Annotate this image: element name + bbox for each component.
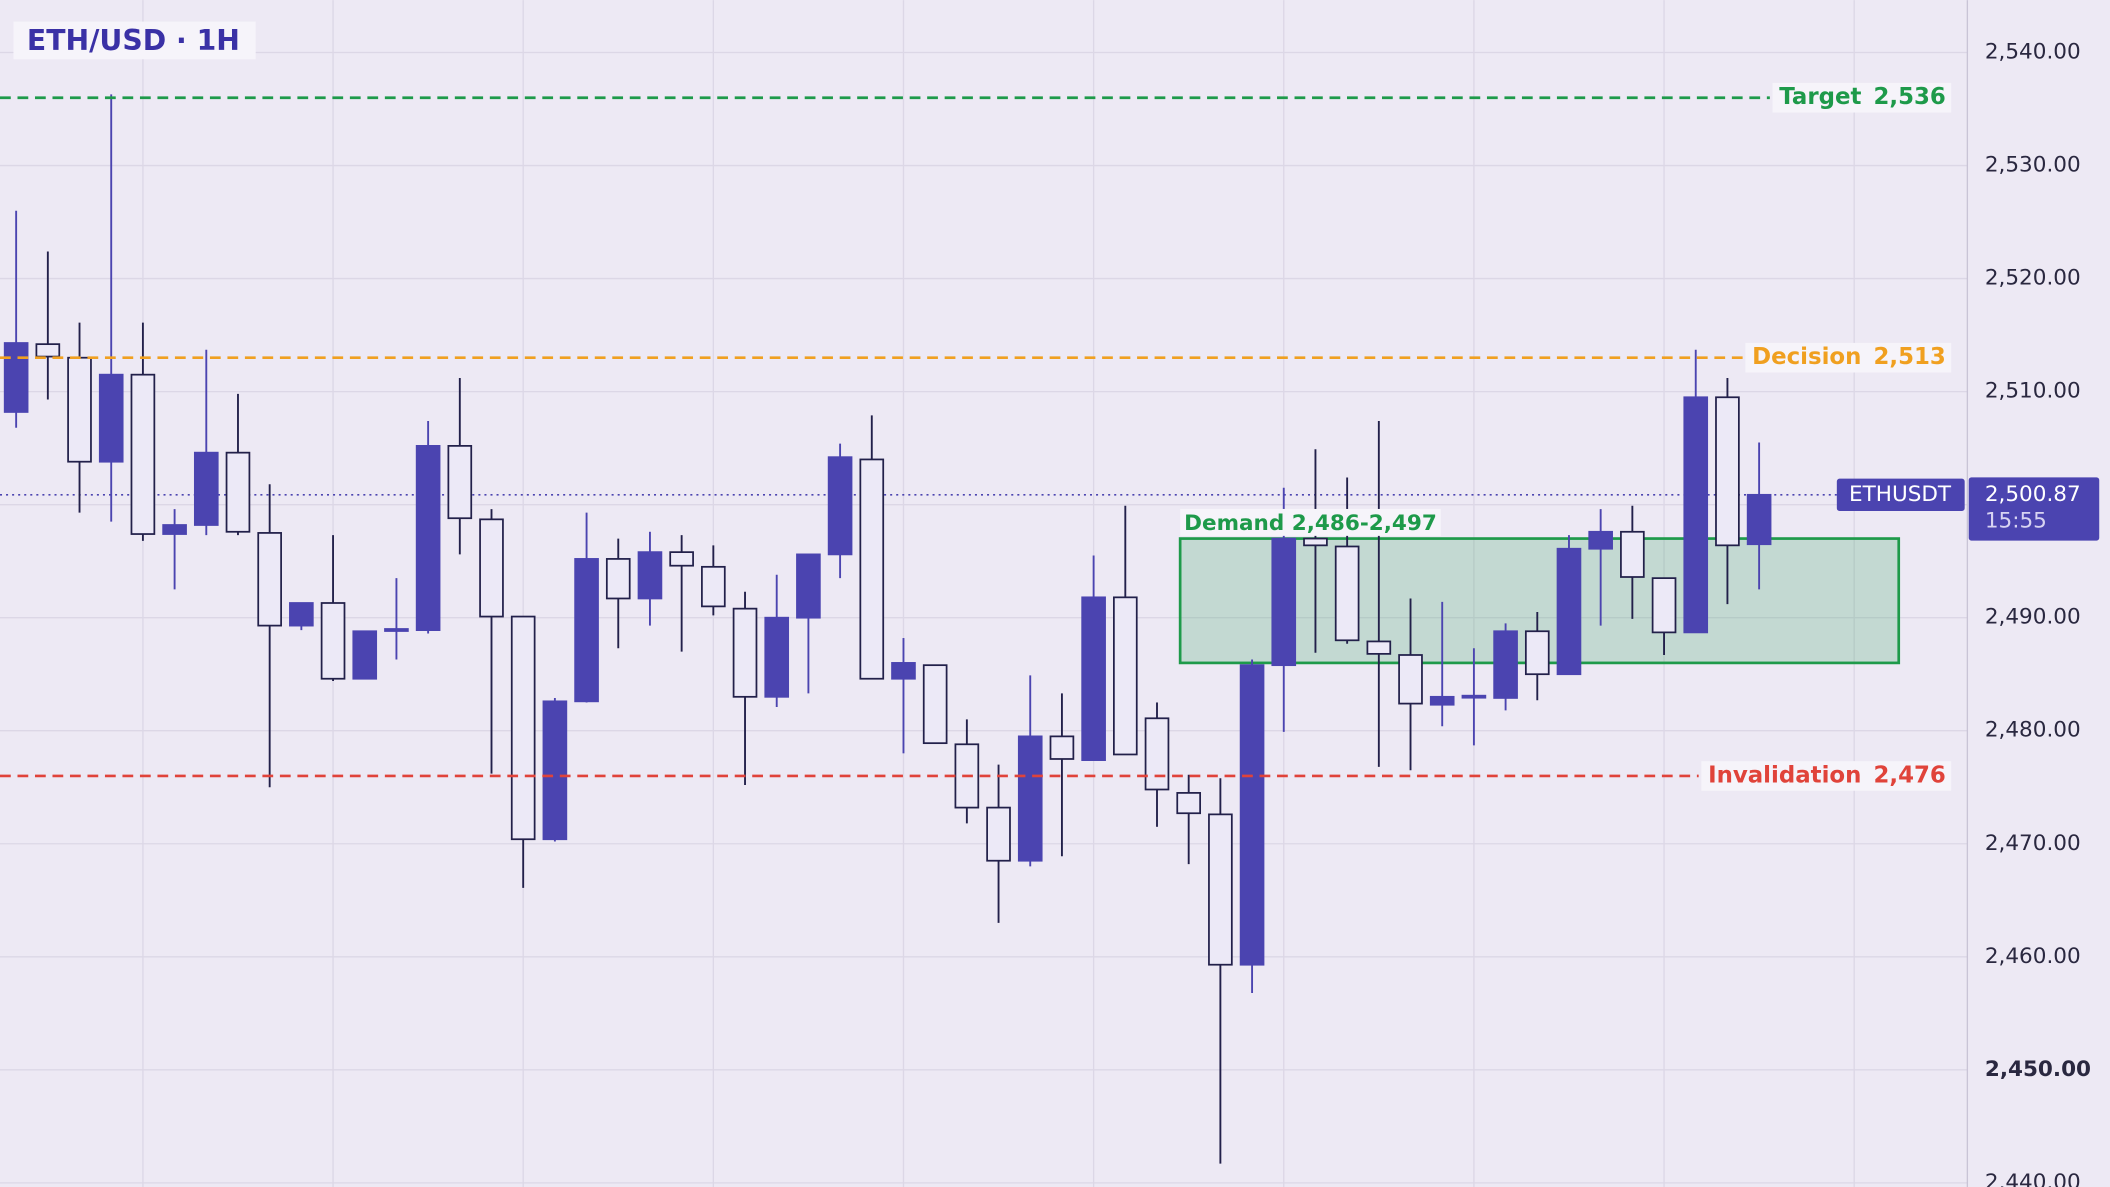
candle-body bbox=[1176, 792, 1202, 815]
candle-body bbox=[415, 445, 441, 631]
candle-body bbox=[1746, 493, 1772, 546]
candle-body bbox=[1429, 695, 1455, 706]
y-tick-label: 2,490.00 bbox=[1985, 605, 2081, 630]
time-label: 15:55 bbox=[1985, 509, 2047, 534]
candle-body bbox=[162, 524, 187, 535]
candle-body bbox=[1398, 654, 1423, 705]
candle-body bbox=[289, 602, 314, 627]
candle-body bbox=[605, 558, 631, 600]
candle-body bbox=[732, 607, 758, 698]
candle-body bbox=[98, 373, 124, 463]
candle-body bbox=[574, 558, 599, 703]
candle-body bbox=[764, 616, 790, 698]
title-bg bbox=[13, 21, 256, 60]
chart-title: ETH/USD · 1H bbox=[27, 24, 240, 57]
y-tick-label: 2,540.00 bbox=[1985, 40, 2081, 65]
candle-body bbox=[447, 445, 473, 520]
y-tick-label: 2,510.00 bbox=[1985, 379, 2081, 404]
y-tick-label: 2,470.00 bbox=[1985, 831, 2081, 856]
price-tag bbox=[1968, 477, 2100, 541]
candle-body bbox=[1239, 664, 1265, 966]
candle-body bbox=[1081, 596, 1106, 761]
candle-body bbox=[1366, 640, 1392, 655]
level-label-bg bbox=[1701, 761, 1952, 791]
candle-body bbox=[1556, 547, 1582, 676]
candle-body bbox=[1334, 545, 1360, 642]
candle-body bbox=[1017, 735, 1043, 862]
candle-body bbox=[891, 662, 916, 680]
candle-body bbox=[1683, 396, 1709, 634]
candle-body bbox=[542, 700, 568, 841]
candle-body bbox=[257, 532, 282, 627]
candle-body bbox=[225, 451, 251, 533]
candle-body bbox=[669, 551, 694, 567]
level-name: Invalidation bbox=[1708, 762, 1861, 788]
candle-body bbox=[1303, 537, 1328, 547]
level-value: 2,513 bbox=[1874, 344, 1946, 370]
zone-label: Demand 2,486-2,497 bbox=[1184, 511, 1437, 536]
candle-body bbox=[479, 518, 504, 618]
candle-body bbox=[352, 630, 378, 680]
candle-body bbox=[986, 806, 1011, 862]
level-name: Target bbox=[1779, 84, 1861, 110]
candle-body bbox=[3, 342, 29, 413]
candle-body bbox=[859, 458, 885, 680]
candle-body bbox=[1651, 577, 1677, 634]
y-tick-label: 2,480.00 bbox=[1985, 718, 2081, 743]
level-label-bg bbox=[1772, 82, 1952, 113]
y-tick-label: 2,530.00 bbox=[1985, 153, 2081, 178]
y-tick-label: 2,520.00 bbox=[1985, 266, 2081, 291]
level-name: Decision bbox=[1752, 344, 1861, 370]
level-label-bg bbox=[1745, 342, 1952, 373]
candle-body bbox=[637, 551, 663, 600]
candle-body bbox=[193, 451, 219, 526]
candle-body bbox=[35, 343, 61, 358]
candle-body bbox=[796, 553, 821, 619]
candle-body bbox=[827, 456, 853, 556]
zone-label-bg bbox=[1180, 508, 1441, 536]
candle-body bbox=[1524, 630, 1550, 676]
candle-body bbox=[384, 628, 409, 632]
candle-body bbox=[1715, 396, 1740, 547]
candle-body bbox=[510, 615, 536, 841]
candle-body bbox=[320, 602, 346, 680]
symbol-tag bbox=[1836, 478, 1965, 511]
candle-body bbox=[130, 373, 156, 535]
candle-body bbox=[1620, 530, 1645, 578]
candle-body bbox=[1493, 630, 1518, 699]
level-value: 2,536 bbox=[1874, 84, 1946, 110]
candle-body bbox=[1144, 717, 1170, 791]
candle-body bbox=[1271, 537, 1297, 667]
candle-body bbox=[1049, 735, 1075, 760]
y-tick-label: 2,440.00 bbox=[1985, 1170, 2081, 1187]
candle-body bbox=[67, 356, 92, 463]
candle-body bbox=[701, 565, 726, 608]
candle-body bbox=[1461, 694, 1487, 699]
level-value: 2,476 bbox=[1874, 762, 1946, 788]
y-tick-label: 2,460.00 bbox=[1985, 944, 2081, 969]
symbol-label: ETHUSDT bbox=[1849, 482, 1952, 507]
y-tick-label: 2,450.00 bbox=[1985, 1057, 2091, 1082]
candle-body bbox=[1112, 596, 1138, 756]
price-label: 2,500.87 bbox=[1985, 482, 2081, 507]
candle-body bbox=[922, 664, 948, 745]
candle-body bbox=[1208, 813, 1233, 966]
candle-body bbox=[1588, 530, 1613, 550]
